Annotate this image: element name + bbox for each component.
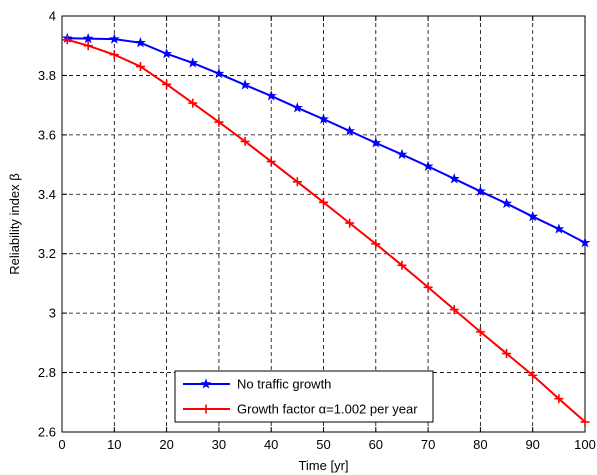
x-tick-label: 10 — [107, 437, 121, 452]
y-tick-label: 3.4 — [38, 187, 56, 202]
x-tick-label: 40 — [264, 437, 278, 452]
axis-ticks: 0 10 20 30 40 50 60 70 80 90 100 2.6 2.8 3 3.2 3.4 3.6 3.… — [38, 9, 596, 453]
data-point — [448, 173, 460, 184]
x-tick-label: 60 — [369, 437, 383, 452]
data-point — [474, 185, 486, 196]
x-tick-label: 80 — [473, 437, 487, 452]
data-point — [580, 417, 590, 427]
data-point — [240, 136, 250, 146]
y-tick-label: 3.6 — [38, 127, 56, 142]
legend-box — [174, 370, 434, 423]
y-tick-label: 3 — [49, 306, 56, 321]
data-point — [397, 260, 407, 270]
data-point — [162, 79, 172, 89]
x-tick-label: 100 — [574, 437, 596, 452]
data-point — [82, 32, 94, 44]
data-point — [109, 50, 119, 60]
x-tick-label: 70 — [421, 437, 435, 452]
legend-entry: Growth factor α=1.002 per year — [183, 402, 418, 417]
data-point — [83, 41, 93, 51]
data-point — [423, 282, 433, 292]
data-point — [318, 113, 329, 124]
data-point — [475, 327, 485, 337]
data-point — [265, 90, 277, 101]
x-tick-label: 90 — [525, 437, 539, 452]
series-1 — [62, 35, 590, 427]
series-0 — [61, 32, 591, 248]
grid-lines — [62, 16, 585, 432]
data-point — [213, 67, 225, 79]
data-point — [135, 37, 146, 48]
data-point — [527, 210, 539, 222]
data-point — [291, 102, 303, 113]
data-point — [371, 239, 381, 249]
data-point — [449, 305, 459, 315]
data-point — [344, 125, 356, 136]
data-point — [528, 370, 538, 380]
data-point — [239, 79, 251, 90]
x-tick-label: 50 — [316, 437, 330, 452]
data-point — [554, 394, 564, 404]
data-point — [266, 157, 276, 167]
legend: No traffic growth Growth factor α=1.002 p… — [174, 370, 434, 423]
data-point — [135, 62, 145, 72]
y-tick-label: 2.8 — [38, 365, 56, 380]
y-tick-label: 3.8 — [38, 68, 56, 83]
y-axis-label: Reliability index β — [7, 173, 22, 274]
data-point — [214, 117, 224, 127]
data-point — [370, 137, 382, 148]
data-point — [345, 218, 355, 228]
data-point — [422, 160, 434, 171]
data-point — [108, 33, 120, 44]
legend-label: No traffic growth — [237, 377, 331, 392]
data-point — [579, 237, 591, 248]
data-point — [187, 57, 199, 68]
data-series — [61, 32, 591, 427]
x-tick-label: 30 — [212, 437, 226, 452]
y-tick-label: 3.2 — [38, 246, 56, 261]
x-axis-label: Time [yr] — [298, 458, 348, 473]
y-tick-label: 4 — [49, 9, 56, 24]
legend-label: Growth factor α=1.002 per year — [237, 402, 418, 417]
x-tick-label: 0 — [58, 437, 65, 452]
legend-entry: No traffic growth — [183, 377, 331, 392]
legend-marker — [200, 378, 212, 389]
data-point — [62, 35, 72, 45]
x-tick-label: 20 — [159, 437, 173, 452]
data-point — [161, 48, 173, 59]
data-point — [553, 223, 565, 234]
data-point — [396, 148, 408, 160]
data-point — [292, 177, 302, 187]
data-point — [501, 197, 512, 209]
series-line — [66, 38, 586, 423]
data-point — [188, 98, 198, 108]
data-point — [502, 349, 512, 359]
y-tick-label: 2.6 — [38, 425, 56, 440]
legend-marker — [201, 404, 211, 414]
data-point — [319, 197, 328, 207]
